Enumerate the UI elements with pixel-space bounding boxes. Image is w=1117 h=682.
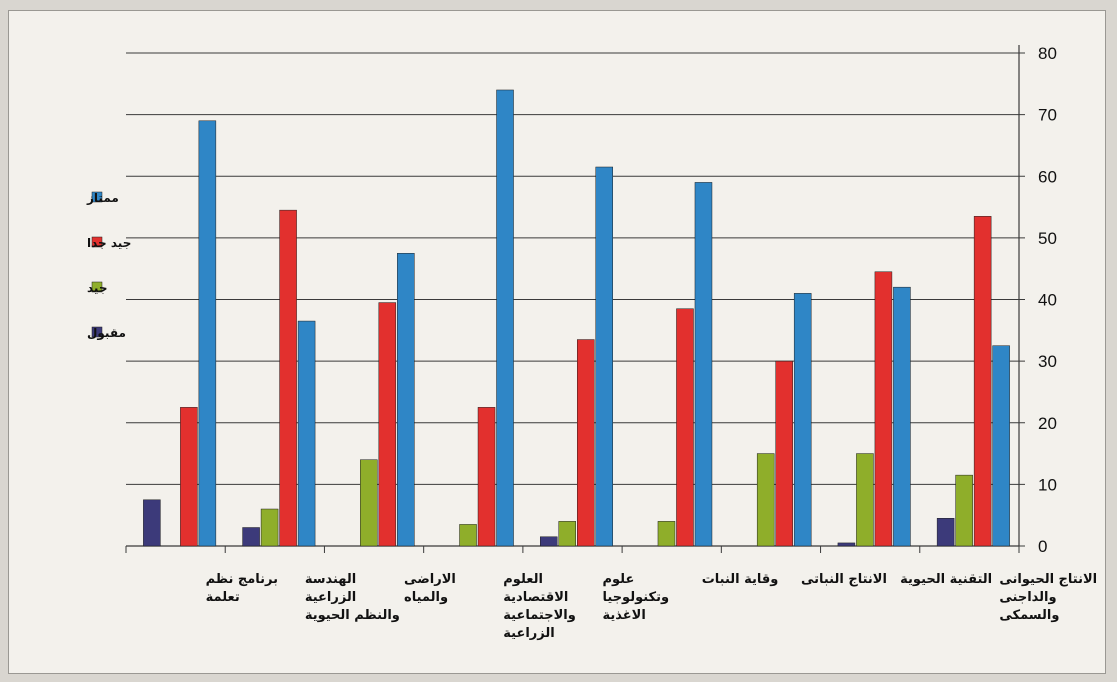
y-tick-label: 30 bbox=[1038, 352, 1057, 371]
x-tick-label: تعلمة bbox=[206, 590, 240, 605]
x-tick-label: الزراعية bbox=[305, 590, 356, 605]
x-tick-label: العلوم bbox=[503, 572, 543, 587]
bar-2-cat-8 bbox=[856, 453, 874, 547]
x-tick-label: التقنية الحيوية bbox=[900, 572, 992, 587]
bar-1-cat-8 bbox=[837, 542, 856, 547]
x-tick-label: والنظم الحيوية bbox=[305, 608, 400, 623]
x-tick-label: الزراعية bbox=[503, 626, 554, 641]
bar-3-cat-6 bbox=[676, 308, 694, 547]
bar-2-cat-3 bbox=[360, 459, 378, 547]
bar-3-cat-1 bbox=[180, 407, 198, 547]
x-tick-label: الانتاج الحيوانى bbox=[999, 572, 1097, 587]
bar-2-cat-4 bbox=[459, 524, 477, 547]
y-tick-label: 10 bbox=[1038, 475, 1057, 494]
x-tick-label: الهندسة bbox=[305, 572, 356, 587]
x-tick-label: علوم bbox=[603, 572, 635, 587]
bar-2-cat-6 bbox=[657, 521, 676, 547]
legend-label: جيد bbox=[87, 281, 107, 295]
bar-1-cat-1 bbox=[143, 499, 161, 547]
x-tick-label: وتكنولوجيا bbox=[603, 590, 670, 605]
bar-3-cat-3 bbox=[378, 302, 397, 547]
bar-3-cat-4 bbox=[477, 407, 496, 547]
x-tick-label: الاراضى bbox=[404, 572, 456, 587]
chart-frame: 0 10 20 30 40 50 60 70 80 برنامج نظم تعلمة الهندسة ا… bbox=[8, 10, 1106, 674]
bar-1-cat-5 bbox=[540, 536, 558, 547]
bar-4-cat-4 bbox=[496, 89, 514, 547]
bar-4-cat-3 bbox=[397, 253, 415, 547]
legend-swatch bbox=[91, 236, 103, 248]
bar-3-cat-2 bbox=[279, 209, 297, 547]
y-tick-label: 0 bbox=[1038, 537, 1047, 556]
legend-swatch bbox=[91, 281, 103, 293]
bar-3-cat-5 bbox=[577, 339, 595, 547]
x-tick-label: والسمكى bbox=[999, 608, 1059, 623]
bar-3-cat-8 bbox=[874, 271, 893, 547]
x-tick-label: والاجتماعية bbox=[503, 608, 576, 623]
y-tick-label: 50 bbox=[1038, 229, 1057, 248]
y-tick-label: 20 bbox=[1038, 414, 1057, 433]
bar-2-cat-5 bbox=[558, 521, 576, 547]
x-tick-label: والداجنى bbox=[999, 590, 1056, 605]
y-tick-label: 80 bbox=[1038, 44, 1057, 63]
bar-chart: 0 10 20 30 40 50 60 70 80 برنامج نظم تعلمة الهندسة ا… bbox=[86, 44, 1097, 641]
x-tick-label: برنامج نظم bbox=[206, 572, 278, 587]
legend-label: ممتاز bbox=[86, 191, 119, 205]
bar-2-cat-2 bbox=[260, 508, 279, 547]
bar-2-cat-7 bbox=[756, 453, 775, 547]
legend-swatch bbox=[91, 326, 103, 338]
y-tick-label: 70 bbox=[1038, 106, 1057, 125]
bar-1-cat-2 bbox=[242, 527, 260, 547]
x-tick-label: وقاية النبات bbox=[702, 572, 779, 587]
x-tick-label: الاغذية bbox=[603, 608, 646, 623]
bar-3-cat-7 bbox=[775, 360, 793, 547]
bar-4-cat-5 bbox=[595, 166, 613, 547]
bar-4-cat-6 bbox=[694, 182, 713, 547]
legend-swatch bbox=[91, 191, 103, 203]
bar-3-cat-9 bbox=[973, 216, 992, 547]
x-tick-label: الانتاج النباتى bbox=[801, 572, 887, 587]
y-tick-label: 60 bbox=[1038, 167, 1057, 186]
bar-4-cat-7 bbox=[793, 293, 812, 547]
bar-4-cat-8 bbox=[893, 286, 911, 547]
bar-4-cat-2 bbox=[297, 320, 316, 547]
legend-label: جيد جدا bbox=[87, 236, 131, 250]
x-tick-label: الاقتصادية bbox=[503, 590, 568, 605]
y-tick-label: 40 bbox=[1038, 291, 1057, 310]
legend-label: مقبول bbox=[87, 326, 126, 341]
bar-4-cat-1 bbox=[198, 120, 217, 547]
bar-1-cat-9 bbox=[936, 518, 955, 547]
bar-2-cat-9 bbox=[955, 474, 973, 547]
x-tick-label: والمياه bbox=[404, 590, 448, 605]
bar-4-cat-9 bbox=[992, 345, 1010, 547]
